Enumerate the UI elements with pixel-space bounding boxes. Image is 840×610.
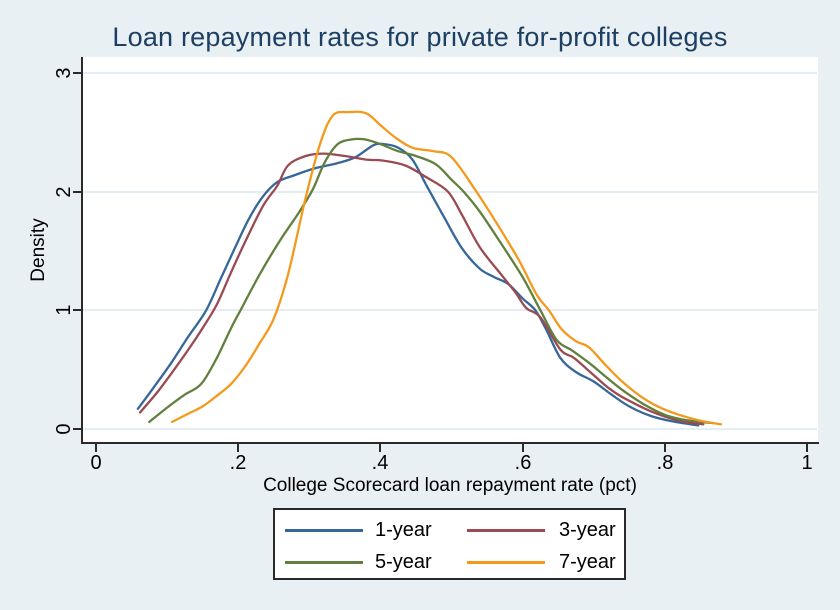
y-tick-2 xyxy=(73,191,82,193)
density-curve-7-year xyxy=(170,110,723,426)
x-tick-label-08: .8 xyxy=(656,452,674,474)
x-tick-label-0: 0 xyxy=(90,452,102,474)
legend-swatch-7-year xyxy=(467,561,545,564)
legend: 1-year 3-year 5-year 7-year xyxy=(273,508,626,580)
gridline-y0 xyxy=(83,428,817,430)
y-axis-line xyxy=(81,57,83,444)
legend-swatch-1-year xyxy=(285,529,363,532)
x-tick-label-04: .4 xyxy=(371,452,389,474)
x-tick-02 xyxy=(237,444,239,452)
density-curves-canvas xyxy=(136,110,723,427)
y-tick-3 xyxy=(73,72,82,74)
y-axis-title: Density xyxy=(28,218,49,282)
gridline-y3 xyxy=(83,72,817,74)
y-tick-1 xyxy=(73,309,82,311)
x-tick-08 xyxy=(664,444,666,452)
legend-label-5-year: 5-year xyxy=(375,551,432,573)
legend-label-7-year: 7-year xyxy=(559,551,616,573)
x-axis-title: College Scorecard loan repayment rate (p… xyxy=(263,475,637,496)
density-curve-3-year xyxy=(138,152,705,426)
legend-label-1-year: 1-year xyxy=(375,519,432,541)
gridline-y1 xyxy=(83,309,817,311)
legend-swatch-5-year xyxy=(285,561,363,564)
density-curve-1-year xyxy=(136,142,700,427)
density-curve-5-year xyxy=(148,137,715,425)
x-tick-04 xyxy=(379,444,381,452)
x-tick-0 xyxy=(95,444,97,452)
legend-swatch-3-year xyxy=(467,529,545,532)
x-tick-06 xyxy=(522,444,524,452)
gridline-y2 xyxy=(83,191,817,193)
x-axis-line xyxy=(81,442,819,444)
legend-label-3-year: 3-year xyxy=(559,519,616,541)
y-tick-0 xyxy=(73,428,82,430)
x-tick-1 xyxy=(806,444,808,452)
chart-title: Loan repayment rates for private for-pro… xyxy=(112,22,728,52)
x-tick-label-02: .2 xyxy=(229,452,247,474)
x-tick-label-06: .6 xyxy=(514,452,532,474)
x-tick-label-1: 1 xyxy=(801,452,813,474)
